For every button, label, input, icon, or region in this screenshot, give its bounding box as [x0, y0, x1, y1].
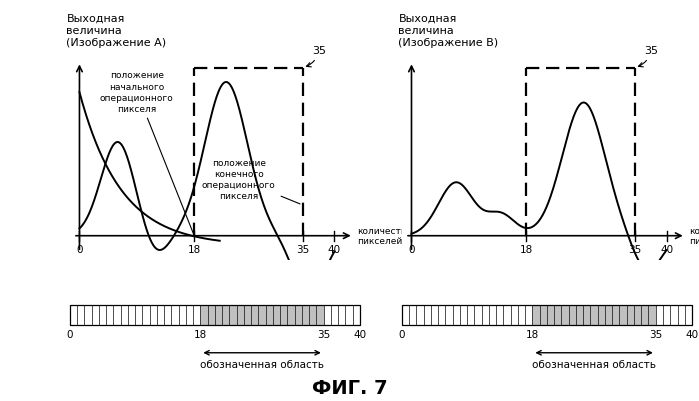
Text: 35: 35	[638, 46, 658, 68]
Text: обозначенная область: обозначенная область	[532, 359, 656, 369]
Text: 35: 35	[317, 329, 331, 339]
Text: 0: 0	[66, 329, 73, 339]
Text: 40: 40	[660, 244, 673, 254]
Text: 40: 40	[686, 329, 698, 339]
Text: положение
начального
операционного
пикселя: положение начального операционного пиксе…	[100, 71, 193, 233]
Text: Выходная
величина
(Изображение В): Выходная величина (Изображение В)	[398, 13, 498, 48]
Text: 40: 40	[328, 244, 341, 254]
Text: 35: 35	[628, 244, 641, 254]
Text: 18: 18	[187, 244, 201, 254]
Text: 40: 40	[354, 329, 366, 339]
Text: ФИГ. 7: ФИГ. 7	[312, 378, 387, 397]
Text: 35: 35	[306, 46, 326, 68]
Text: 0: 0	[408, 244, 415, 254]
Text: 0: 0	[398, 329, 405, 339]
Text: 18: 18	[194, 329, 207, 339]
Text: количество
пикселей: количество пикселей	[356, 227, 412, 246]
Text: 18: 18	[526, 329, 539, 339]
Text: положение
конечного
операционного
пикселя: положение конечного операционного пиксел…	[202, 158, 300, 205]
Text: Выходная
величина
(Изображение А): Выходная величина (Изображение А)	[66, 13, 166, 48]
Text: 0: 0	[76, 244, 82, 254]
Text: обозначенная область: обозначенная область	[200, 359, 324, 369]
Text: 35: 35	[649, 329, 663, 339]
Text: количество
пикселей: количество пикселей	[689, 227, 699, 246]
Text: 35: 35	[296, 244, 309, 254]
Text: 18: 18	[519, 244, 533, 254]
